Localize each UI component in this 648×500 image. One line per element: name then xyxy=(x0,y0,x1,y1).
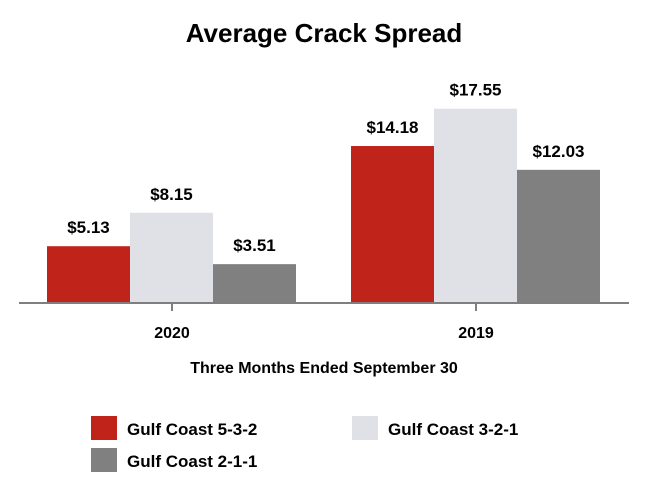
data-label-gulf-coast-5-3-2-2019: $14.18 xyxy=(367,118,419,137)
data-label-gulf-coast-5-3-2-2020: $5.13 xyxy=(67,218,110,237)
legend-item-gulf-coast-5-3-2: Gulf Coast 5-3-2 xyxy=(91,416,257,440)
legend-swatch-gulf-coast-2-1-1 xyxy=(91,448,117,472)
bars-layer xyxy=(47,108,600,303)
legend-label-gulf-coast-5-3-2: Gulf Coast 5-3-2 xyxy=(127,420,257,439)
data-label-gulf-coast-3-2-1-2019: $17.55 xyxy=(450,81,502,100)
x-axis-title: Three Months Ended September 30 xyxy=(190,360,458,377)
legend-swatch-gulf-coast-5-3-2 xyxy=(91,416,117,440)
legend: Gulf Coast 5-3-2 Gulf Coast 3-2-1 Gulf Coa… xyxy=(91,416,518,472)
data-labels-layer: $5.13 $8.15 $3.51 $14.18 $17.55 $12.03 xyxy=(67,81,584,255)
legend-item-gulf-coast-2-1-1: Gulf Coast 2-1-1 xyxy=(91,448,257,472)
legend-label-gulf-coast-3-2-1: Gulf Coast 3-2-1 xyxy=(388,420,518,439)
bar-gulf-coast-5-3-2-2019 xyxy=(351,146,434,303)
bar-gulf-coast-5-3-2-2020 xyxy=(47,246,130,303)
bar-gulf-coast-3-2-1-2019 xyxy=(434,108,517,303)
x-tick-label-2019: 2019 xyxy=(458,325,494,342)
chart-title: Average Crack Spread xyxy=(186,18,463,48)
bar-gulf-coast-2-1-1-2019 xyxy=(517,169,600,303)
x-axis-ticks: 2020 2019 xyxy=(154,303,494,342)
bar-gulf-coast-2-1-1-2020 xyxy=(213,264,296,303)
x-tick-label-2020: 2020 xyxy=(154,325,190,342)
legend-swatch-gulf-coast-3-2-1 xyxy=(352,416,378,440)
data-label-gulf-coast-2-1-1-2020: $3.51 xyxy=(233,236,276,255)
data-label-gulf-coast-3-2-1-2020: $8.15 xyxy=(150,185,193,204)
legend-item-gulf-coast-3-2-1: Gulf Coast 3-2-1 xyxy=(352,416,518,440)
legend-label-gulf-coast-2-1-1: Gulf Coast 2-1-1 xyxy=(127,452,257,471)
bar-gulf-coast-3-2-1-2020 xyxy=(130,212,213,303)
data-label-gulf-coast-2-1-1-2019: $12.03 xyxy=(533,142,585,161)
